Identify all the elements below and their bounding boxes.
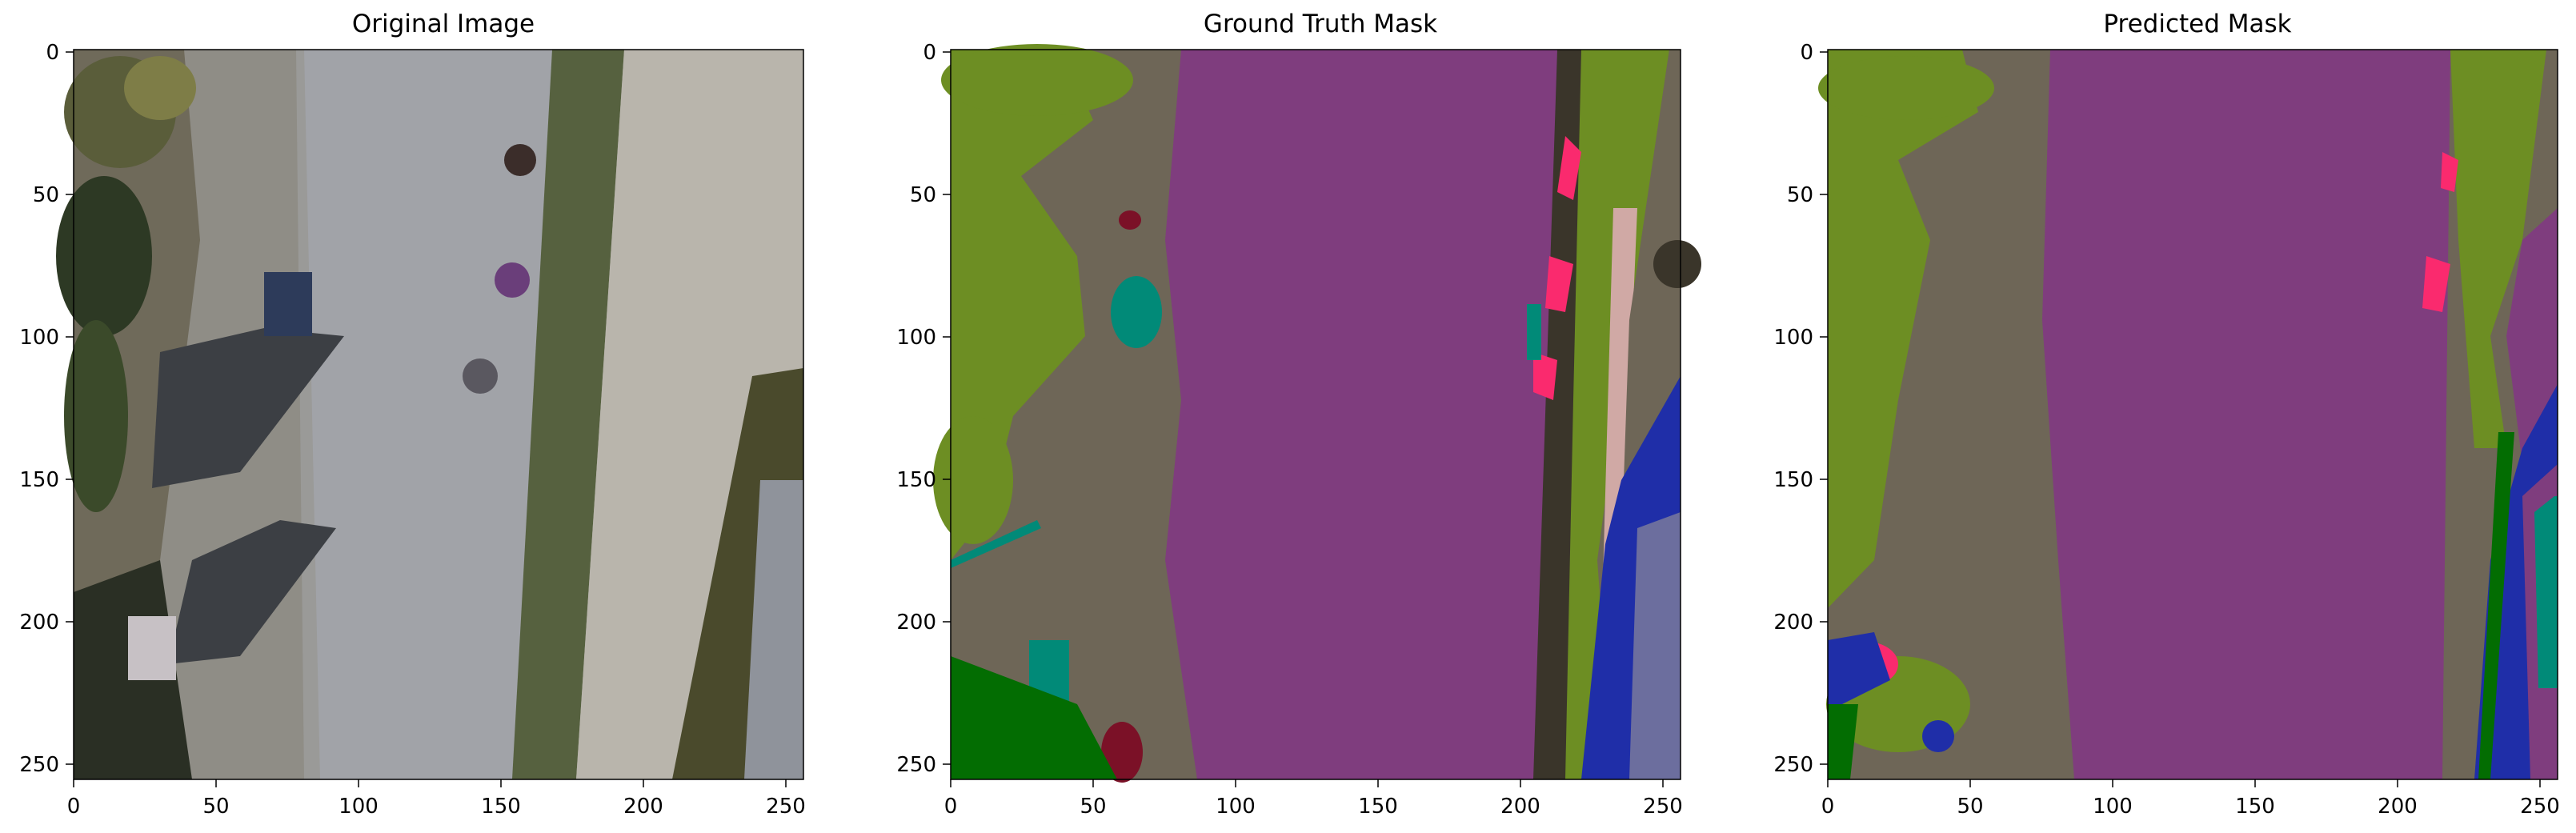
original-image-plot: 0 50 100 150 200 250 0 50 100 150 200 25… (19, 41, 806, 819)
y-tick-label: 250 (1773, 753, 1813, 777)
panel-title: Ground Truth Mask (1203, 10, 1438, 38)
plot-frame (1827, 49, 2558, 780)
class-path (2042, 50, 2450, 779)
panel-title: Predicted Mask (2103, 10, 2292, 38)
plot-frame (73, 49, 804, 780)
y-tick-label: 250 (896, 753, 936, 777)
predicted-mask (1818, 50, 2558, 779)
x-axis: 0 50 100 150 200 250 (67, 779, 806, 819)
x-tick-label: 100 (1216, 795, 1256, 819)
class-vegetation (1828, 50, 1978, 608)
x-tick-label: 150 (481, 795, 521, 819)
y-axis: 0 50 100 150 200 250 (896, 41, 951, 777)
x-tick-label: 50 (202, 795, 229, 819)
class-pool (1629, 512, 1681, 779)
x-tick-label: 0 (67, 795, 81, 819)
y-tick-label: 200 (896, 611, 936, 635)
class-obstacle (1111, 276, 1162, 348)
y-tick-label: 200 (19, 611, 59, 635)
class-obstacle (2534, 496, 2558, 688)
y-axis: 0 50 100 150 200 250 (1773, 41, 1828, 777)
x-tick-label: 200 (1500, 795, 1540, 819)
predicted-plot: 0 50 100 150 200 250 0 50 100 150 200 25… (1773, 41, 2560, 819)
class-tree (951, 656, 1117, 779)
x-tick-label: 250 (2520, 795, 2560, 819)
y-tick-label: 100 (896, 326, 936, 350)
x-tick-label: 150 (2235, 795, 2275, 819)
x-tick-label: 250 (766, 795, 806, 819)
x-tick-label: 0 (944, 795, 958, 819)
y-tick-label: 250 (19, 753, 59, 777)
panel-original-image: Original Image (0, 0, 848, 833)
y-tick-label: 0 (1800, 41, 1813, 65)
y-tick-label: 50 (910, 183, 936, 207)
y-tick-label: 150 (19, 468, 59, 492)
y-tick-label: 0 (46, 41, 59, 65)
panel-ground-truth-mask: Ground Truth Mask (877, 0, 1725, 833)
class-object (1119, 210, 1141, 230)
x-tick-label: 200 (2378, 795, 2418, 819)
ground-truth-mask (933, 44, 1701, 783)
y-tick-label: 100 (1773, 326, 1813, 350)
x-tick-label: 200 (623, 795, 663, 819)
x-tick-label: 50 (1957, 795, 1983, 819)
class-path (1165, 50, 1573, 779)
x-tick-label: 150 (1358, 795, 1398, 819)
original-image (56, 50, 803, 779)
class-person (2441, 152, 2458, 192)
panel-predicted-mask: Predicted Mask (1754, 0, 2576, 833)
x-axis: 0 50 100 150 200 250 (944, 779, 1683, 819)
class-tree (2478, 432, 2514, 779)
y-tick-label: 100 (19, 326, 59, 350)
y-tick-label: 0 (923, 41, 936, 65)
y-tick-label: 200 (1773, 611, 1813, 635)
plot-frame (950, 49, 1681, 780)
x-tick-label: 100 (339, 795, 379, 819)
x-tick-label: 100 (2093, 795, 2133, 819)
y-tick-label: 150 (896, 468, 936, 492)
y-tick-label: 50 (1787, 183, 1813, 207)
x-tick-label: 0 (1821, 795, 1835, 819)
y-tick-label: 50 (33, 183, 59, 207)
panel-title: Original Image (351, 10, 535, 38)
ground-truth-plot: 0 50 100 150 200 250 0 50 100 150 200 25… (896, 41, 1701, 819)
x-tick-label: 250 (1643, 795, 1683, 819)
x-axis: 0 50 100 150 200 250 (1821, 779, 2560, 819)
x-tick-label: 50 (1080, 795, 1106, 819)
class-person (1557, 136, 1581, 200)
y-tick-label: 150 (1773, 468, 1813, 492)
y-axis: 0 50 100 150 200 250 (19, 41, 74, 777)
